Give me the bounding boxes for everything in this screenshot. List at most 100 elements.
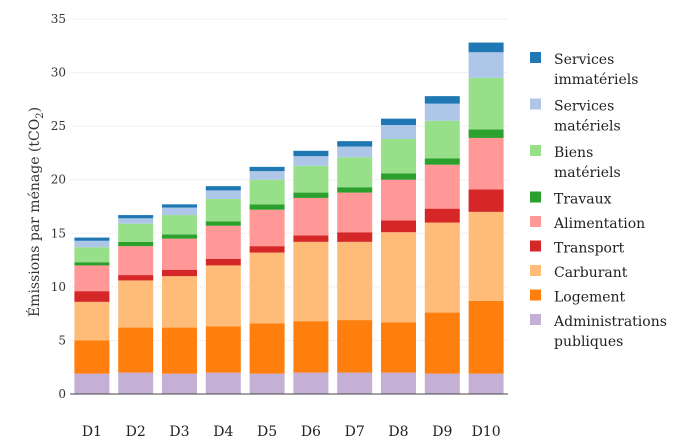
bar-segment	[468, 189, 504, 212]
x-tick-label: D6	[301, 424, 321, 440]
legend-swatch	[530, 216, 541, 227]
bar-segment	[118, 327, 154, 373]
legend-swatch	[530, 265, 541, 276]
bar-segment	[468, 52, 504, 78]
legend-label: matériels	[554, 119, 621, 135]
bar-segment	[118, 218, 154, 224]
bar-segment	[293, 197, 329, 236]
bar-segment	[118, 215, 154, 219]
legend-label: Carburant	[554, 265, 628, 281]
y-tick-label: 25	[51, 119, 66, 133]
bar-segment	[249, 246, 285, 253]
bar-segment	[468, 129, 504, 138]
bar-segment	[381, 173, 416, 180]
legend-label: matériels	[554, 165, 621, 181]
bar-segment	[293, 165, 329, 193]
bar-segment	[381, 125, 416, 139]
bar-segment	[249, 252, 285, 324]
bar-segment	[74, 301, 110, 341]
bar-segment	[381, 322, 416, 373]
legend-swatch	[530, 145, 541, 156]
bar-segment	[205, 186, 241, 191]
y-tick-label: 15	[51, 226, 66, 240]
legend-label: Travaux	[554, 192, 612, 208]
bar-segment	[162, 269, 197, 277]
x-tick-label: D1	[82, 424, 102, 440]
bar-segment	[74, 247, 110, 263]
y-axis-label: Émissions par ménage (tCO2)	[25, 107, 46, 317]
bar-segment	[162, 373, 197, 394]
x-tick-label: D3	[169, 424, 189, 440]
bar-segment	[468, 373, 504, 394]
bar-segment	[381, 139, 416, 174]
legend-label: Alimentation	[553, 216, 645, 232]
bars	[74, 42, 504, 394]
legend-swatch	[530, 289, 541, 301]
bar-segment	[162, 327, 197, 374]
bar-segment	[74, 237, 110, 241]
bar-segment	[249, 209, 285, 247]
x-tick-label: D5	[257, 424, 277, 440]
y-tick-label: 10	[51, 280, 66, 294]
bar-segment	[424, 164, 460, 209]
bar-segment	[74, 373, 110, 394]
bar-segment	[468, 211, 504, 301]
bar-segment	[337, 146, 373, 158]
bar-segment	[74, 240, 110, 248]
legend-swatch	[530, 240, 541, 252]
bar-segment	[293, 241, 329, 322]
bar-segment	[337, 320, 373, 373]
bar-segment	[249, 323, 285, 374]
bar-segment	[118, 372, 154, 394]
bar-segment	[118, 280, 154, 328]
bar-segment	[468, 77, 504, 130]
bar-segment	[205, 190, 241, 199]
bar-segment	[337, 241, 373, 321]
y-tick-label: 5	[58, 333, 66, 347]
bar-segment	[381, 118, 416, 126]
bar-segment	[337, 157, 373, 188]
bar-segment	[205, 225, 241, 259]
bar-segment	[74, 340, 110, 374]
legend: Services immatériels Services matériels Bien…	[530, 52, 667, 350]
bar-segment	[74, 262, 110, 266]
bar-segment	[381, 220, 416, 233]
x-tick-label: D8	[388, 424, 408, 440]
bar-segment	[424, 103, 460, 121]
bar-segment	[249, 373, 285, 394]
bar-segment	[205, 221, 241, 226]
bar-segment	[205, 326, 241, 373]
legend-label: publiques	[554, 334, 623, 350]
legend-label: Biens	[554, 145, 593, 161]
legend-label: Transport	[554, 241, 625, 257]
bar-segment	[118, 246, 154, 276]
y-tick-label: 35	[51, 12, 66, 26]
bar-segment	[337, 372, 373, 394]
legend-swatch	[530, 98, 541, 110]
y-tick-label: 20	[51, 173, 66, 187]
bar-segment	[205, 199, 241, 222]
bar-segment	[337, 141, 373, 147]
bar-segment	[293, 192, 329, 198]
legend-label: Services	[554, 52, 614, 68]
bar-segment	[249, 179, 285, 205]
bar-segment	[381, 179, 416, 221]
y-tick-label: 30	[51, 66, 66, 80]
y-axis-ticks: 0 5 10 15 20 25 30 35	[51, 12, 66, 401]
bar-segment	[205, 372, 241, 394]
bar-segment	[74, 291, 110, 302]
bar-segment	[424, 208, 460, 223]
bar-segment	[249, 204, 285, 210]
bar-segment	[293, 321, 329, 373]
bar-segment	[424, 158, 460, 165]
bar-segment	[118, 223, 154, 242]
legend-swatch	[530, 52, 541, 63]
x-tick-label: D4	[213, 424, 233, 440]
bar-segment	[293, 372, 329, 394]
bar-segment	[468, 300, 504, 374]
bar-segment	[424, 120, 460, 159]
bar-segment	[162, 234, 197, 239]
x-tick-label: D2	[126, 424, 146, 440]
bar-segment	[162, 238, 197, 270]
